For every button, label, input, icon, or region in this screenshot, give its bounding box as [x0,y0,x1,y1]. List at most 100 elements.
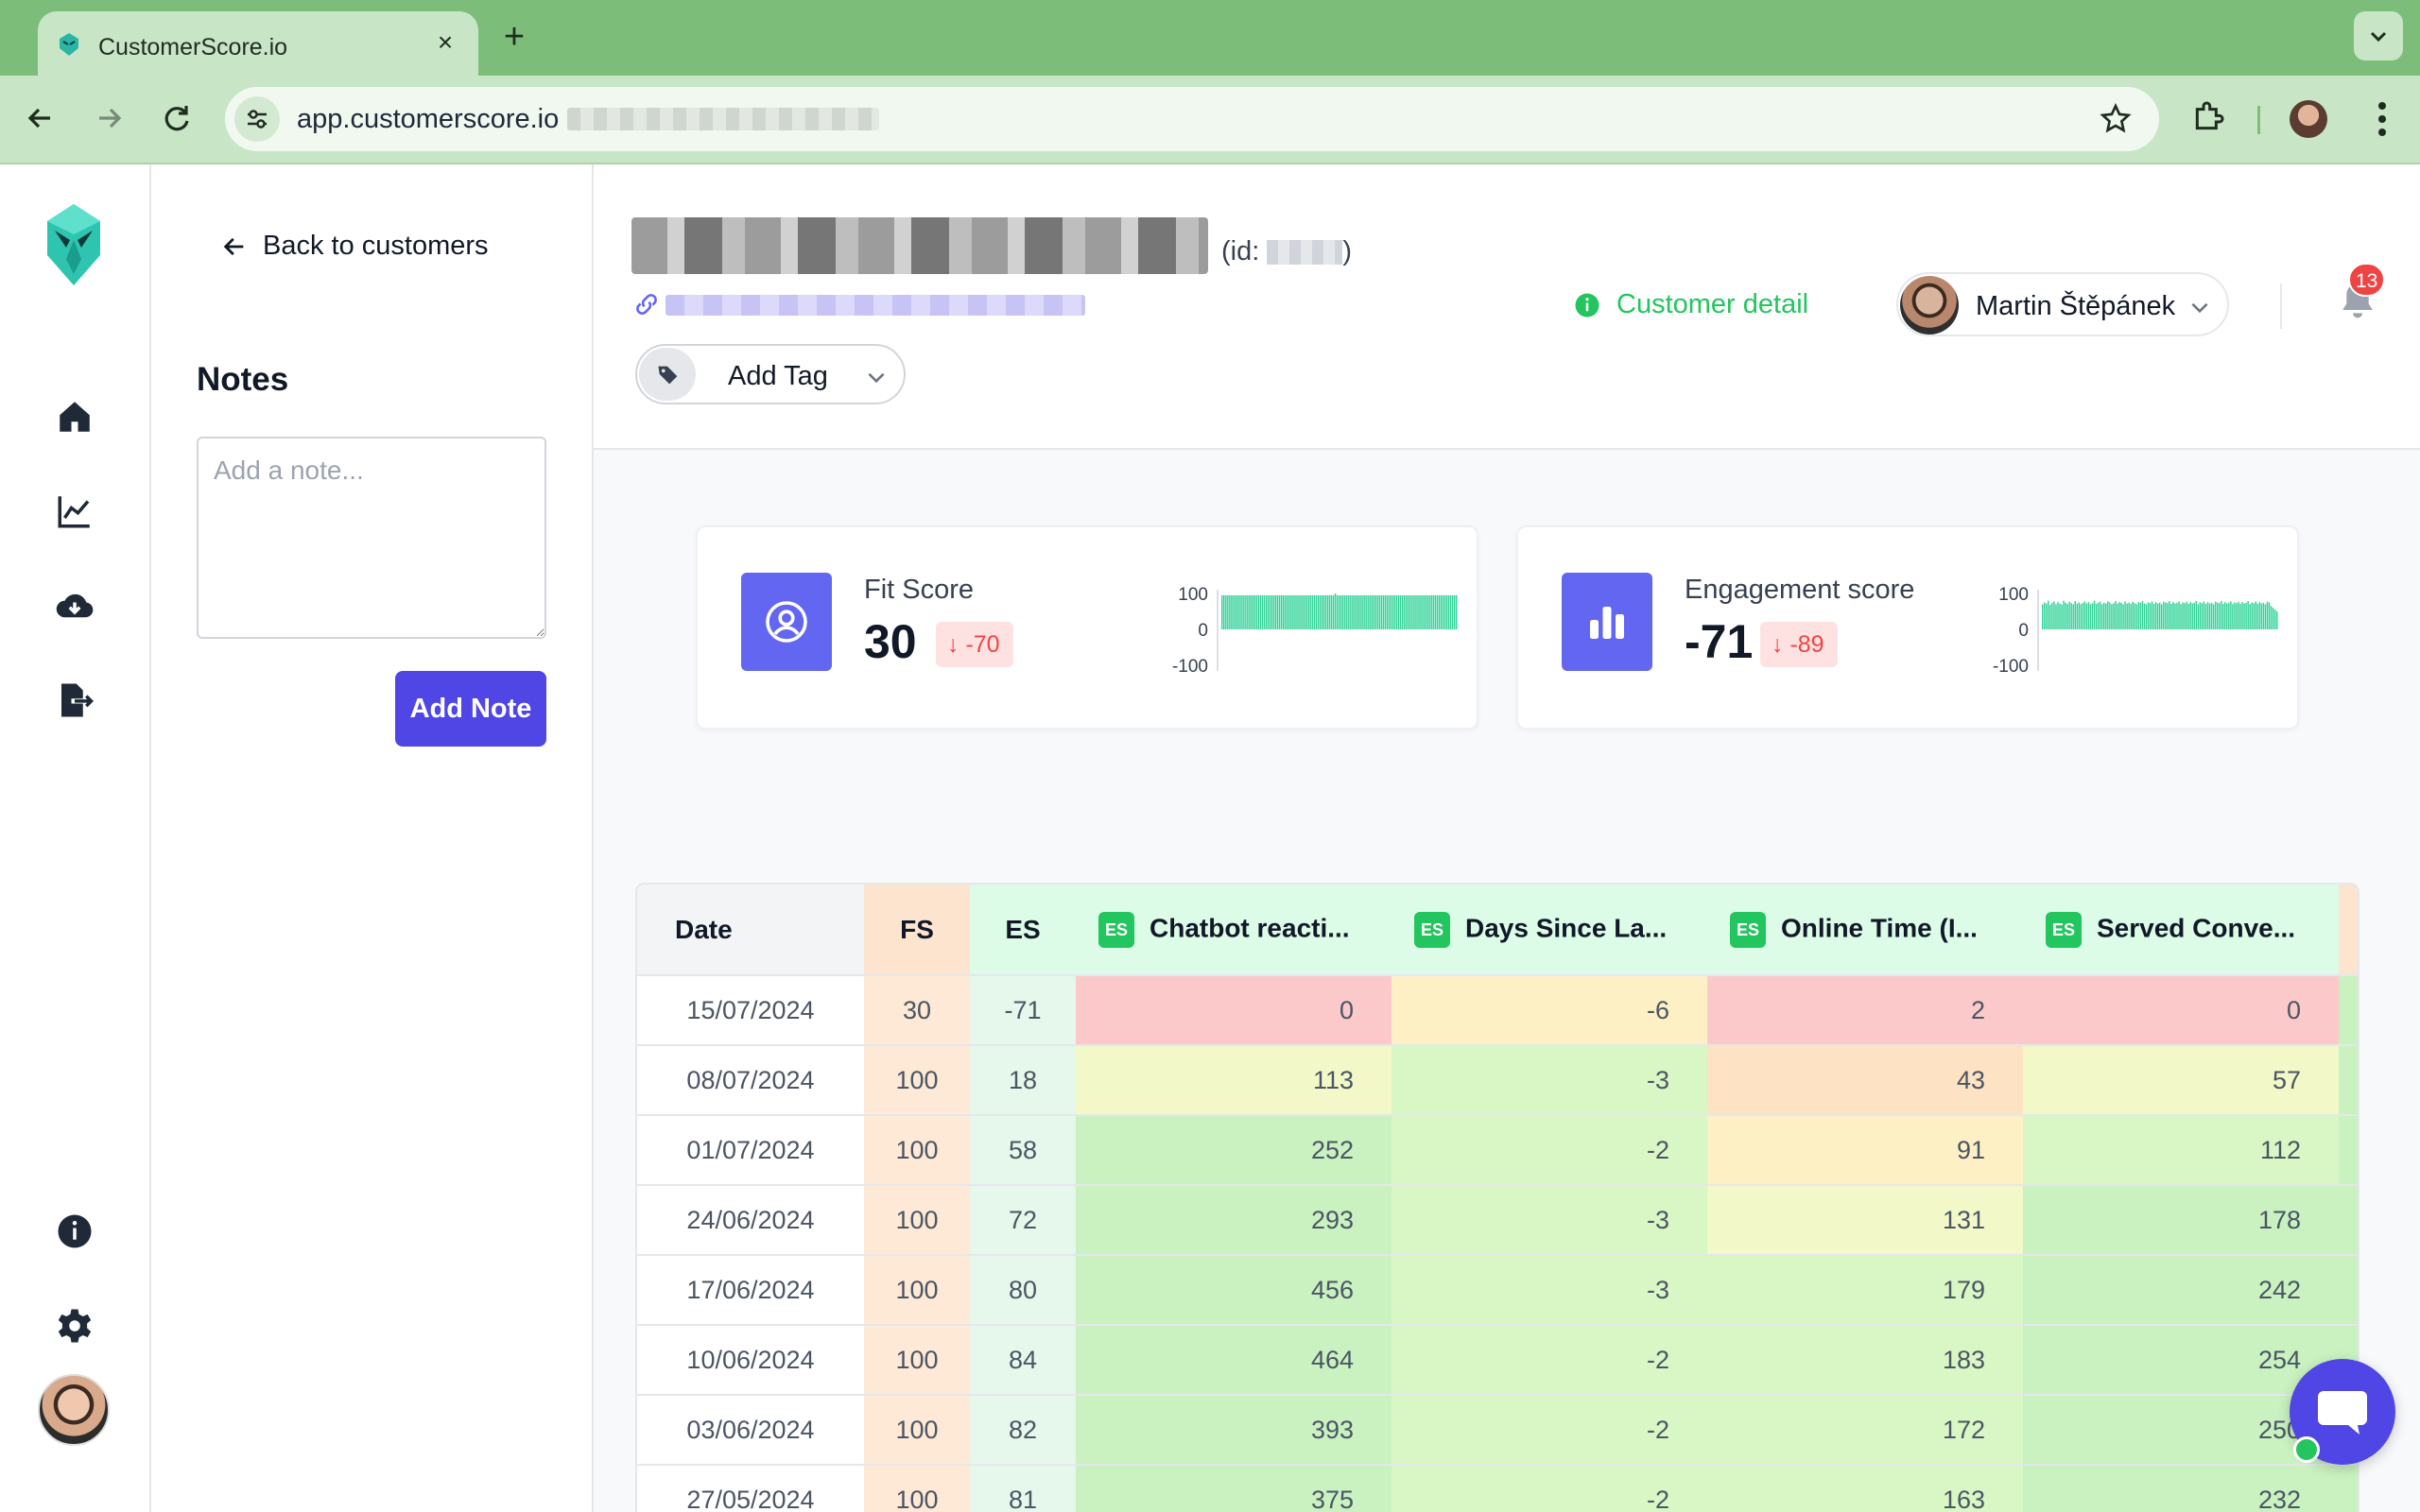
reload-button[interactable] [155,96,199,140]
close-tab-icon[interactable]: × [437,27,454,57]
customer-header: (id: ) Add Tag Customer detail Martin Št… [594,164,2420,450]
spark-bar [2113,603,2115,629]
file-export-icon[interactable] [55,680,95,720]
es-chip: ES [1414,911,1450,948]
spark-bar [2049,605,2051,629]
chart-line-icon[interactable] [55,491,95,531]
column-header-metric[interactable]: ES Served Conve... [2023,885,2339,975]
table-row[interactable]: 15/07/2024 30 -71 0 -6 2 0 [637,974,2358,1045]
spark-bar [1240,594,1242,629]
home-icon[interactable] [55,397,95,437]
chevron-down-icon [868,372,885,384]
table-row[interactable]: 27/05/2024 100 81 375 -2 163 232 [637,1464,2358,1512]
cell-date: 24/06/2024 [637,1184,864,1255]
spark-bar [1317,594,1320,629]
column-header-metric[interactable]: ES Chatbot reacti... [1076,885,1392,975]
gear-icon[interactable] [55,1306,95,1346]
customer-id-suffix: ) [1342,236,1353,266]
add-tag-select[interactable]: Add Tag [635,344,906,404]
spark-bar [2239,604,2241,629]
chevron-down-icon [2370,31,2387,43]
column-header-date[interactable]: Date [637,885,864,975]
spark-bar [1376,594,1379,629]
table-row[interactable]: 10/06/2024 100 84 464 -2 183 254 [637,1324,2358,1395]
toolbar-divider [2257,106,2260,134]
column-header-metric[interactable]: ES Days Since La... [1392,885,1707,975]
spark-bar [1425,594,1426,629]
back-to-customers-link[interactable]: Back to customers [221,231,489,262]
spark-bar [1328,594,1331,629]
cell-es: -71 [970,974,1076,1045]
user-avatar[interactable] [38,1374,110,1446]
table-row[interactable]: 17/06/2024 100 80 456 -3 179 242 [637,1254,2358,1325]
engagement-score-icon-tile [1562,573,1652,671]
cell-metric: 172 [1707,1394,2023,1465]
customer-detail-label: Customer detail [1616,289,1809,319]
spark-bar [1248,594,1250,629]
extensions-puzzle-icon[interactable] [2189,98,2227,136]
spark-bar [2182,602,2184,629]
customerscore-logo[interactable] [43,202,104,287]
forward-button[interactable] [87,96,130,140]
spark-bar [2197,604,2200,629]
spark-bar [2089,604,2092,629]
spark-bar [1302,594,1304,629]
spark-bar [2135,604,2138,629]
table-row[interactable]: 08/07/2024 100 18 113 -3 43 57 [637,1044,2358,1115]
tab-search-button[interactable] [2354,11,2403,60]
column-header-fs[interactable]: FS [864,885,970,975]
spark-bar [2273,610,2276,629]
add-note-button[interactable]: Add Note [395,671,546,747]
cell-metric: 131 [1707,1184,2023,1255]
browser-profile-avatar[interactable] [2290,100,2327,138]
browser-tab[interactable]: CustomerScore.io × [38,11,478,76]
note-input[interactable] [197,437,546,639]
new-tab-button[interactable]: + [503,17,526,57]
back-button[interactable] [19,96,62,140]
cloud-download-icon[interactable] [55,586,95,626]
site-info-button[interactable] [234,96,280,142]
spark-bar [2076,603,2079,629]
fit-score-label: Fit Score [864,575,975,605]
spark-bar [1356,594,1357,629]
cell-metric: 57 [2023,1044,2339,1115]
table-row[interactable]: 03/06/2024 100 82 393 -2 172 250 [637,1394,2358,1465]
customer-url-redacted[interactable] [666,295,1085,316]
spark-bar [1296,594,1298,629]
table-row[interactable]: 01/07/2024 100 58 252 -2 91 112 [637,1114,2358,1185]
table-row[interactable]: 24/06/2024 100 72 293 -3 131 178 [637,1184,2358,1255]
spark-bar [2204,604,2207,629]
spark-bar [2128,602,2130,629]
engagement-score-card: Engagement score -71 ↓ -89 100 0 -100 [1516,525,2299,730]
spark-bar [1307,594,1309,629]
spark-bar [1443,594,1446,629]
spark-bar [2228,602,2230,629]
spark-bar [1438,594,1441,629]
cell-metric: 464 [1076,1324,1392,1395]
cell-overflow [2339,1184,2358,1255]
spark-bar [1455,594,1458,629]
chat-bubble-icon [2318,1391,2367,1435]
column-header-es[interactable]: ES [970,885,1076,975]
spark-bar [2066,604,2068,629]
more-vert-icon[interactable] [2363,98,2401,140]
cell-metric: -3 [1392,1044,1707,1115]
spark-bar [1374,594,1377,629]
user-menu[interactable]: Martin Štěpánek [1896,272,2229,336]
spark-bar [2232,604,2234,629]
bookmark-star-icon[interactable] [2099,102,2133,136]
spark-bar [2216,602,2219,629]
spark-axis-label: -100 [1172,657,1208,677]
spark-bar [1426,594,1428,629]
spark-bar [2214,601,2217,629]
spark-bar [2234,602,2236,629]
customer-detail-link[interactable]: Customer detail [1573,289,1808,320]
address-bar[interactable]: app.customerscore.io [225,87,2159,151]
info-icon[interactable] [55,1211,95,1251]
spark-bar [1225,594,1227,629]
spark-bar [1322,594,1325,629]
cell-metric: 2 [1707,974,2023,1045]
cell-date: 01/07/2024 [637,1114,864,1185]
spark-bar [2174,603,2176,629]
column-header-metric[interactable]: ES Online Time (I... [1707,885,2023,975]
